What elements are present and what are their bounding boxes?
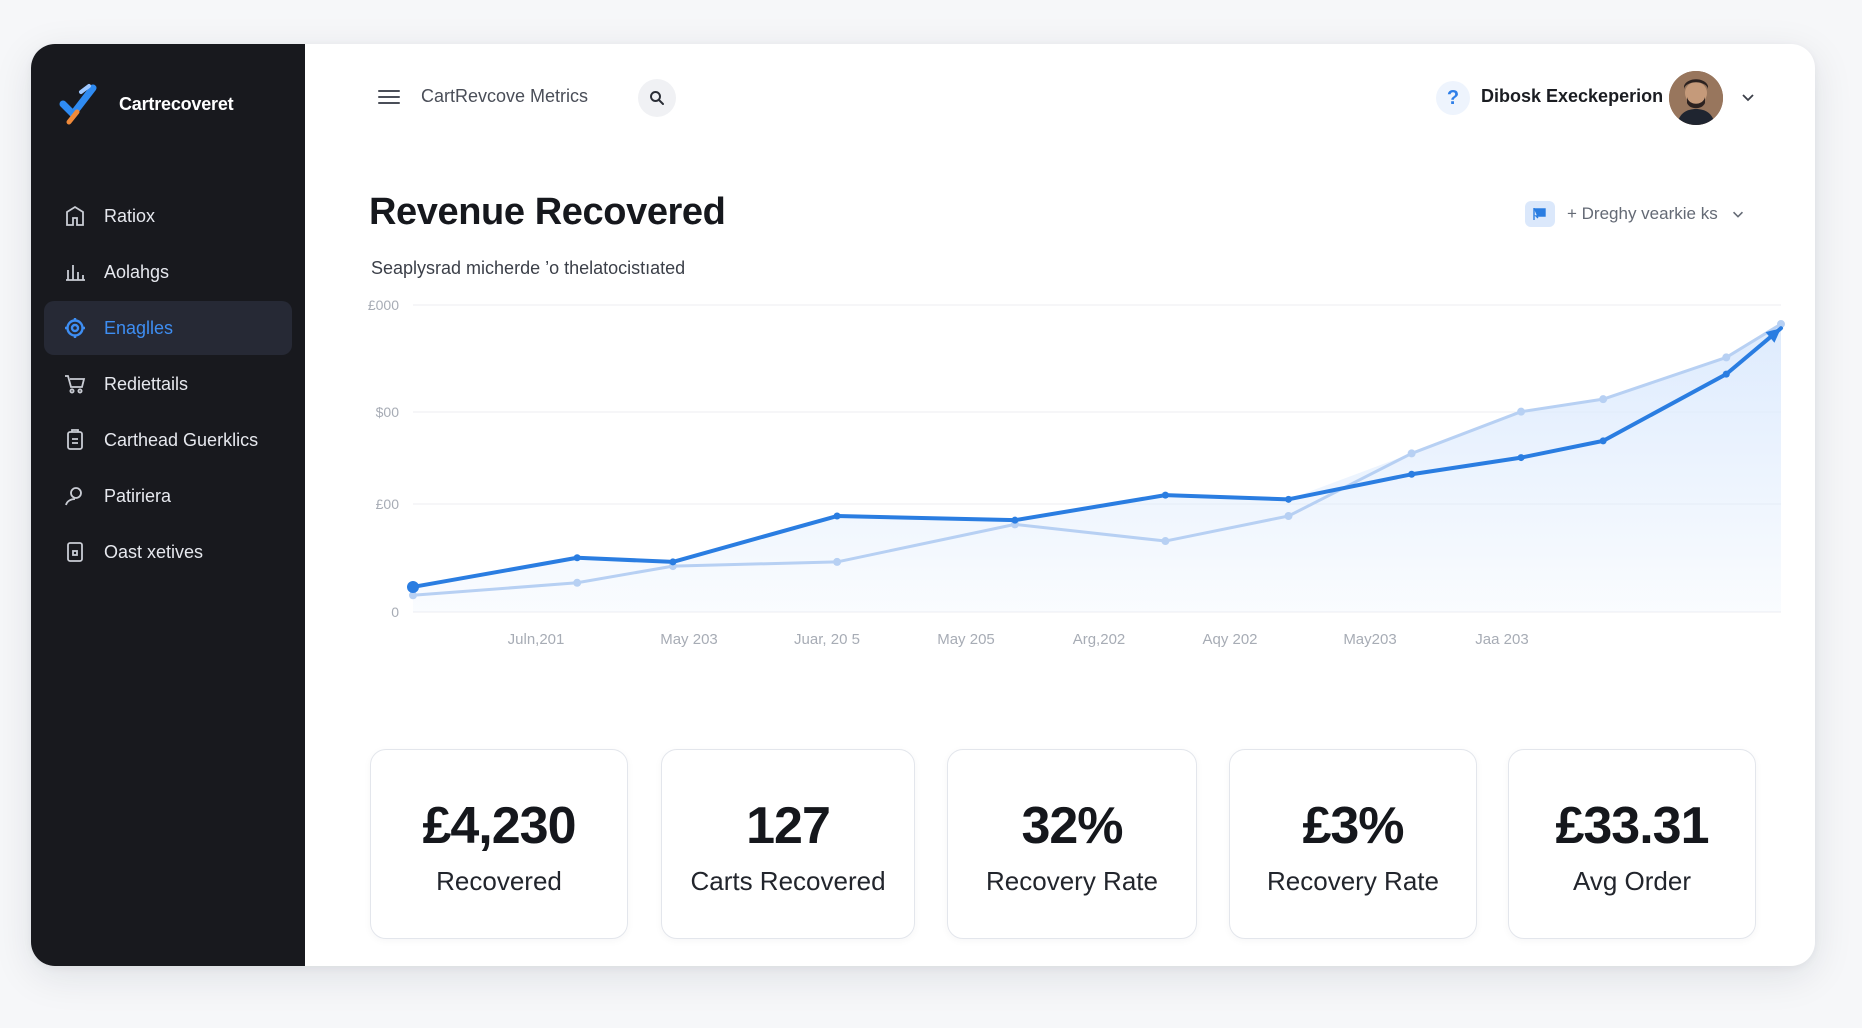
app-window: Cartrecoveret Ratiox Aolahgs Enaglles — [31, 44, 1815, 966]
sidebar-item-label: Ratiox — [104, 205, 156, 226]
data-point-primary — [669, 558, 677, 566]
chevron-down-icon — [1732, 211, 1743, 218]
brand-logo-icon — [59, 84, 97, 125]
data-point-primary — [407, 580, 419, 593]
kpi-card: 127 Carts Recovered — [661, 749, 915, 939]
chevron-down-icon[interactable] — [1739, 88, 1757, 106]
series-arrow-head — [1765, 328, 1781, 343]
kpi-value: £4,230 — [422, 797, 576, 855]
data-point-primary — [1011, 516, 1019, 524]
sidebar-item-label: Oast xetives — [104, 541, 204, 562]
sidebar-item-carthead-guerklics[interactable]: Carthead Guerklics — [44, 413, 292, 467]
brand[interactable]: Cartrecoveret — [59, 82, 234, 126]
flag-icon — [1525, 201, 1555, 227]
series-line-secondary — [412, 322, 1782, 597]
data-point-secondary — [1407, 449, 1416, 458]
kpi-value: £3% — [1302, 797, 1404, 855]
document-icon — [62, 539, 88, 565]
sidebar-item-label: Patiriera — [104, 485, 172, 506]
avatar[interactable] — [1669, 71, 1723, 125]
y-tick-label: £00 — [376, 496, 400, 512]
x-tick-label: Aqy 202 — [1202, 631, 1257, 648]
avatar-portrait-icon — [1669, 71, 1723, 125]
x-tick-label: Juar, 20 5 — [794, 631, 860, 648]
data-point-secondary — [1599, 395, 1608, 404]
sidebar-item-patiriera[interactable]: Patiriera — [44, 469, 292, 523]
data-point-primary — [1161, 491, 1169, 499]
kpi-label: Avg Order — [1572, 866, 1691, 896]
x-tick-label: May203 — [1343, 631, 1396, 648]
sidebar-item-label: Enaglles — [104, 317, 174, 338]
sidebar-item-rediettails[interactable]: Rediettails — [44, 357, 292, 411]
data-point-primary — [1285, 495, 1293, 503]
y-tick-label: $00 — [376, 404, 400, 420]
kpi-label: Recovered — [436, 866, 562, 896]
sidebar-item-oast-xetives[interactable]: Oast xetives — [44, 525, 292, 579]
x-tick-label: May 205 — [937, 631, 995, 648]
data-point-primary — [1517, 454, 1525, 462]
clipboard-icon — [62, 427, 88, 453]
sidebar-item-aolahgs[interactable]: Aolahgs — [44, 245, 292, 299]
kpi-card: £33.31 Avg Order — [1508, 749, 1756, 939]
data-point-secondary — [1284, 512, 1293, 521]
data-point-secondary — [1777, 320, 1785, 329]
data-point-secondary — [1722, 353, 1731, 362]
data-point-secondary — [1161, 537, 1170, 546]
help-icon[interactable]: ? — [1436, 81, 1470, 115]
topbar-title: CartRevcove Metrics — [421, 86, 589, 106]
user-name: Dibosk Execkeperion — [1481, 86, 1664, 106]
data-point-secondary — [1517, 407, 1526, 416]
kpi-value: £33.31 — [1555, 797, 1709, 855]
sidebar: Cartrecoveret Ratiox Aolahgs Enaglles — [31, 44, 305, 966]
gear-icon — [62, 315, 88, 341]
kpi-card: 32% Recovery Rate — [947, 749, 1197, 939]
topbar: CartRevcove Metrics ? Dibosk Execkeperio… — [305, 44, 1815, 149]
kpi-label: Recovery Rate — [1267, 866, 1439, 896]
series-line-primary — [411, 326, 1783, 589]
data-point-primary — [1722, 370, 1730, 378]
user-icon — [62, 483, 88, 509]
data-point-primary — [833, 512, 841, 520]
x-tick-label: Jaa 203 — [1475, 631, 1528, 648]
sidebar-item-label: Aolahgs — [104, 261, 170, 282]
brand-name: Cartrecoveret — [119, 93, 234, 114]
date-range-label: + Dreghy vearkie ks — [1567, 204, 1718, 223]
x-tick-label: Juln,201 — [508, 631, 565, 648]
y-tick-label: £000 — [368, 297, 399, 313]
sidebar-nav: Ratiox Aolahgs Enaglles Rediettails — [44, 189, 292, 581]
analytics-icon — [62, 259, 88, 285]
home-icon — [62, 203, 88, 229]
data-point-primary — [1408, 470, 1416, 478]
page-title: Revenue Recovered — [369, 191, 726, 233]
date-range-dropdown[interactable]: + Dreghy vearkie ks — [1525, 197, 1746, 231]
search-icon — [650, 91, 664, 105]
sidebar-item-ratiox[interactable]: Ratiox — [44, 189, 292, 243]
x-tick-label: May 203 — [660, 631, 718, 648]
series-area — [413, 324, 1781, 612]
sidebar-item-enaglles[interactable]: Enaglles — [44, 301, 292, 355]
data-point-primary — [573, 554, 581, 562]
kpi-label: Carts Recovered — [690, 866, 886, 896]
kpi-cards: £4,230 Recovered 127 Carts Recovered 32%… — [370, 749, 1765, 941]
data-point-secondary — [409, 591, 417, 600]
kpi-value: 32% — [1021, 797, 1123, 855]
data-point-primary — [1599, 437, 1607, 445]
sidebar-item-label: Carthead Guerklics — [104, 429, 259, 450]
hamburger-menu-icon[interactable] — [376, 86, 402, 110]
data-point-secondary — [573, 578, 582, 587]
data-point-secondary — [833, 557, 842, 566]
cart-icon — [62, 371, 88, 397]
y-tick-label: 0 — [391, 604, 399, 620]
search-button[interactable] — [638, 79, 676, 117]
main-content: CartRevcove Metrics ? Dibosk Execkeperio… — [305, 44, 1815, 966]
kpi-card: £3% Recovery Rate — [1229, 749, 1477, 939]
kpi-card: £4,230 Recovered — [370, 749, 628, 939]
chart-subtitle: Seaplysrad micherde ’o thelatocistıated — [371, 258, 686, 278]
kpi-label: Recovery Rate — [986, 866, 1158, 896]
kpi-value: 127 — [746, 797, 831, 855]
x-tick-label: Arg,202 — [1073, 631, 1126, 648]
sidebar-item-label: Rediettails — [104, 373, 189, 394]
